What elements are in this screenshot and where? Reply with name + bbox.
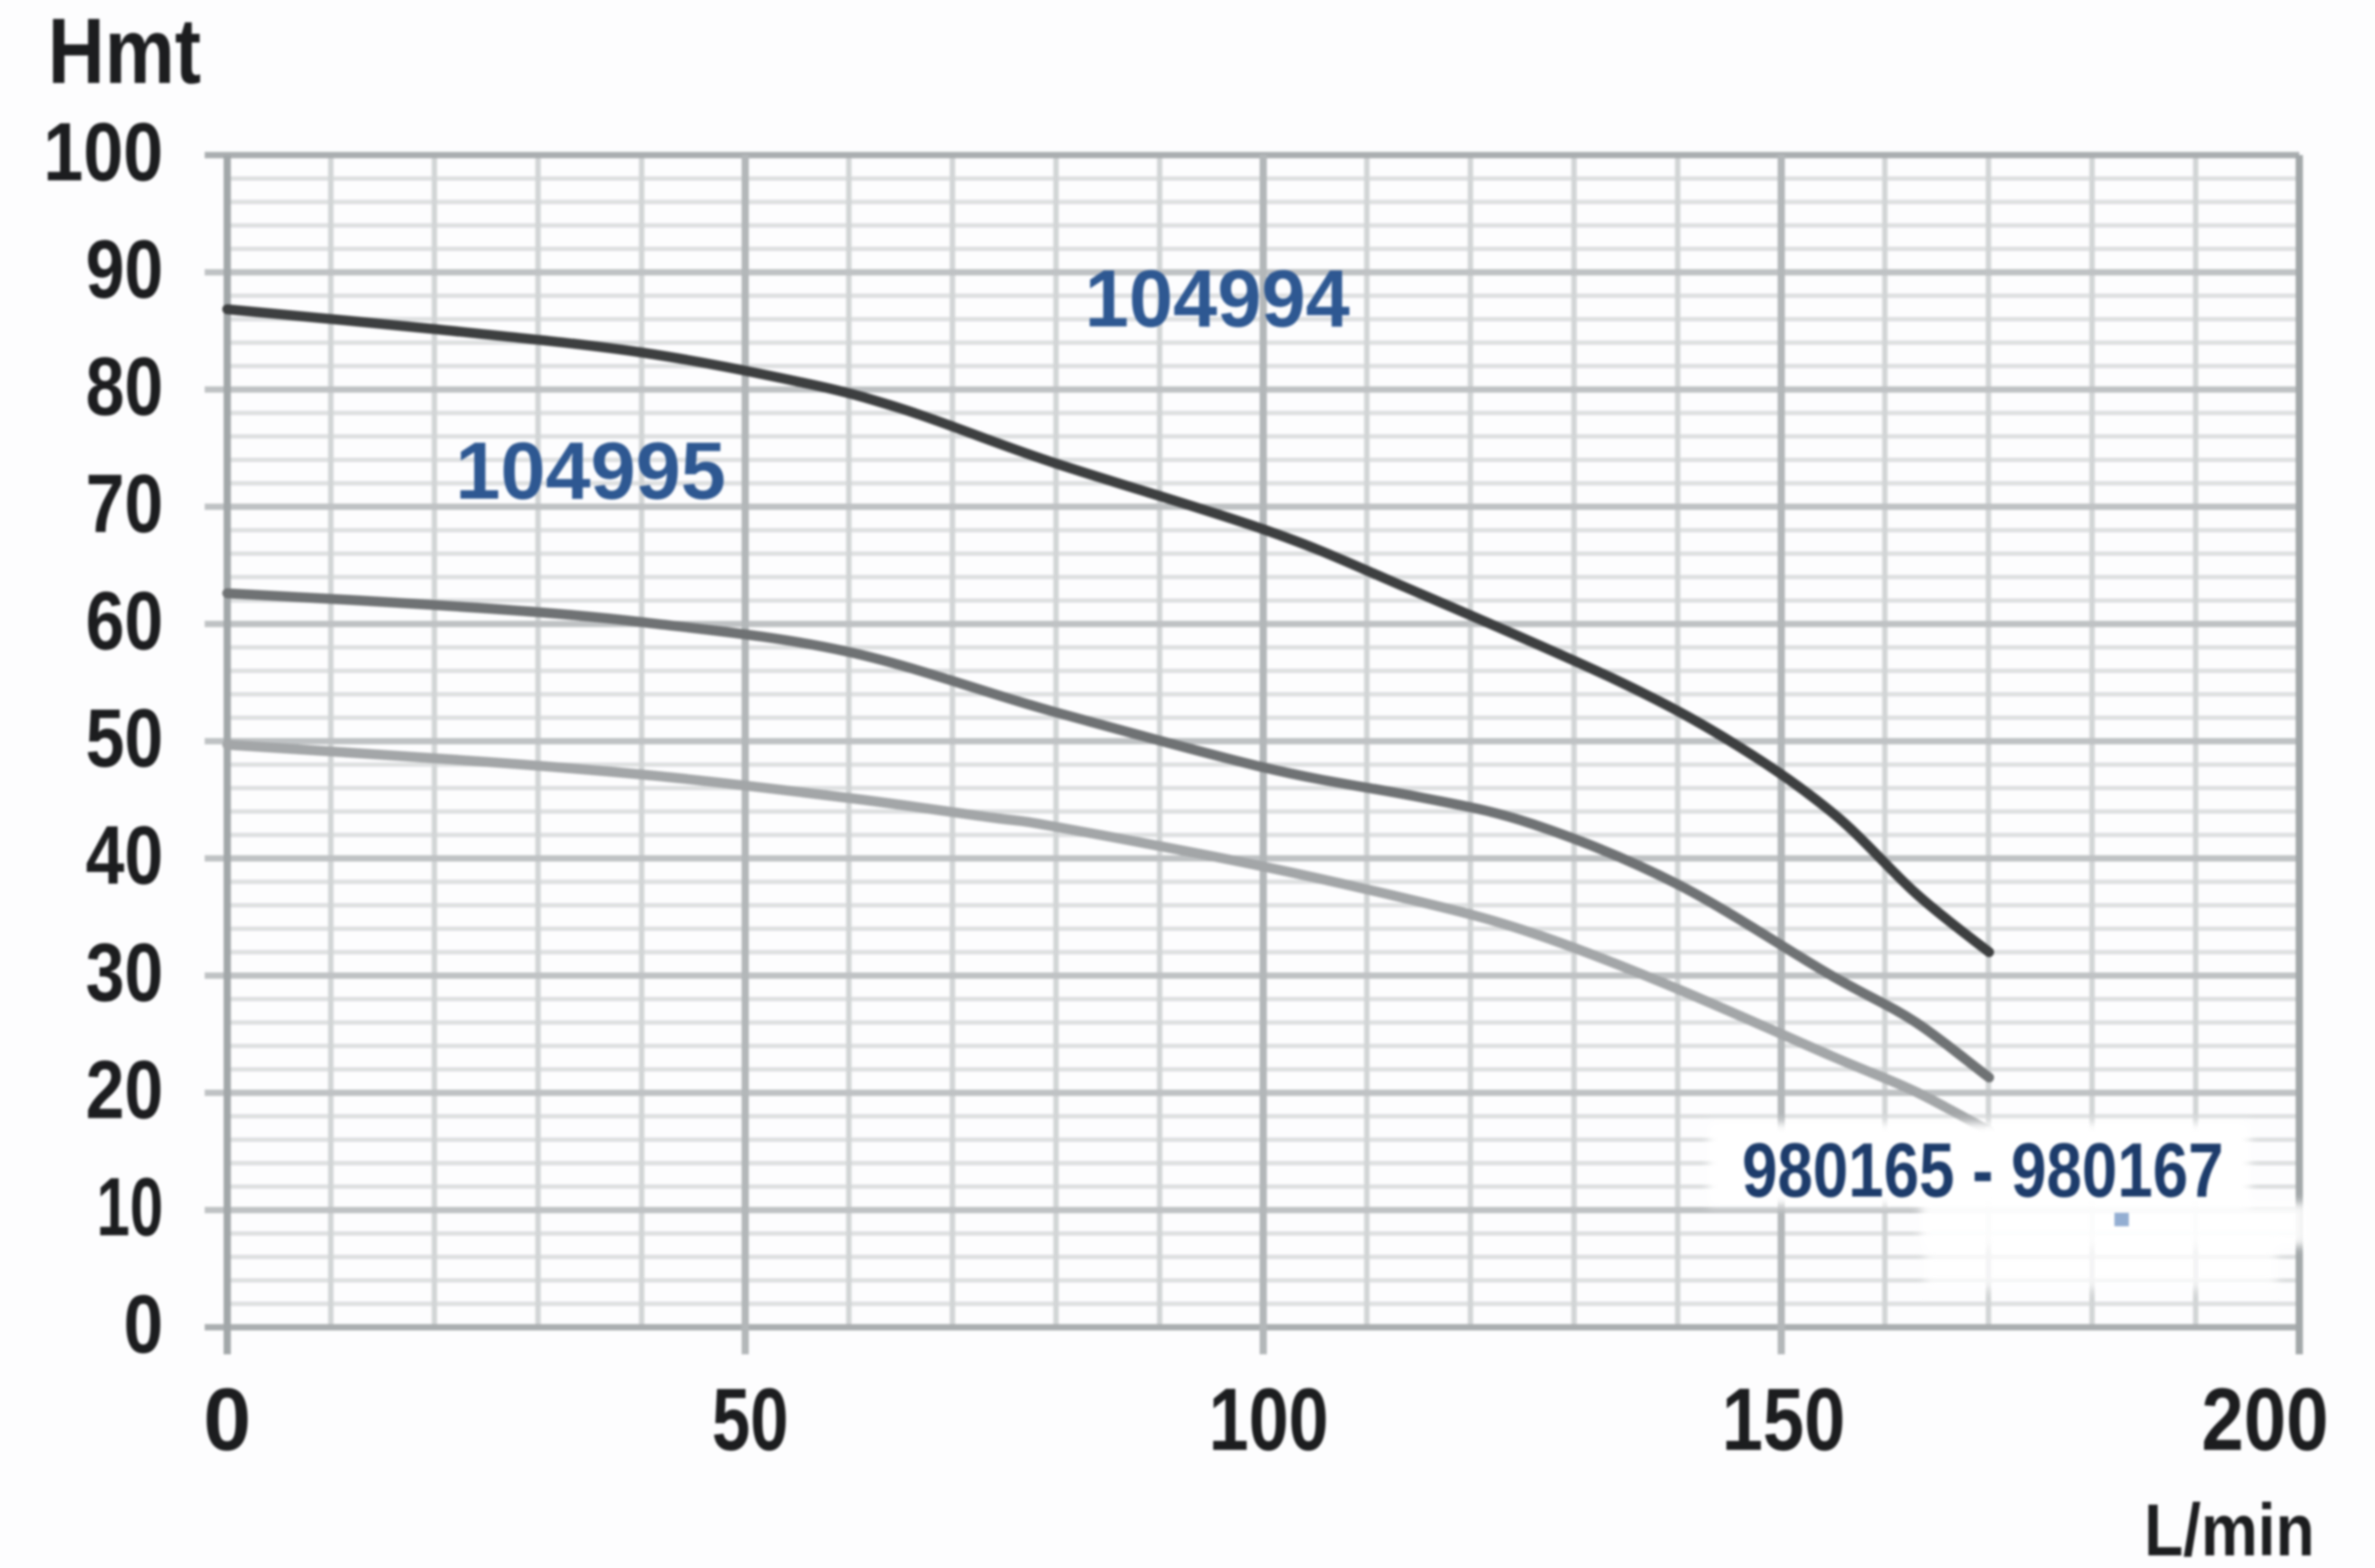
svg-text:L/min: L/min — [2144, 1490, 2315, 1568]
svg-text:70: 70 — [86, 458, 163, 550]
svg-text:20: 20 — [86, 1044, 163, 1136]
svg-text:150: 150 — [1722, 1370, 1846, 1469]
svg-text:200: 200 — [2202, 1370, 2329, 1469]
svg-text:0: 0 — [124, 1279, 163, 1371]
svg-text:50: 50 — [712, 1370, 789, 1469]
svg-text:0: 0 — [204, 1370, 252, 1469]
svg-text:980165 - 980167: 980165 - 980167 — [1742, 1128, 2224, 1214]
svg-text:100: 100 — [43, 106, 163, 198]
svg-text:50: 50 — [86, 692, 163, 784]
svg-text:104994: 104994 — [1085, 254, 1350, 344]
svg-text:90: 90 — [86, 224, 163, 316]
svg-text:104995: 104995 — [455, 426, 726, 517]
svg-text:30: 30 — [86, 927, 163, 1019]
svg-text:80: 80 — [86, 341, 163, 433]
svg-text:Hmt: Hmt — [48, 0, 201, 103]
svg-text:60: 60 — [86, 575, 163, 667]
svg-text:40: 40 — [86, 810, 163, 902]
svg-text:10: 10 — [96, 1161, 163, 1253]
svg-text:100: 100 — [1209, 1370, 1329, 1469]
